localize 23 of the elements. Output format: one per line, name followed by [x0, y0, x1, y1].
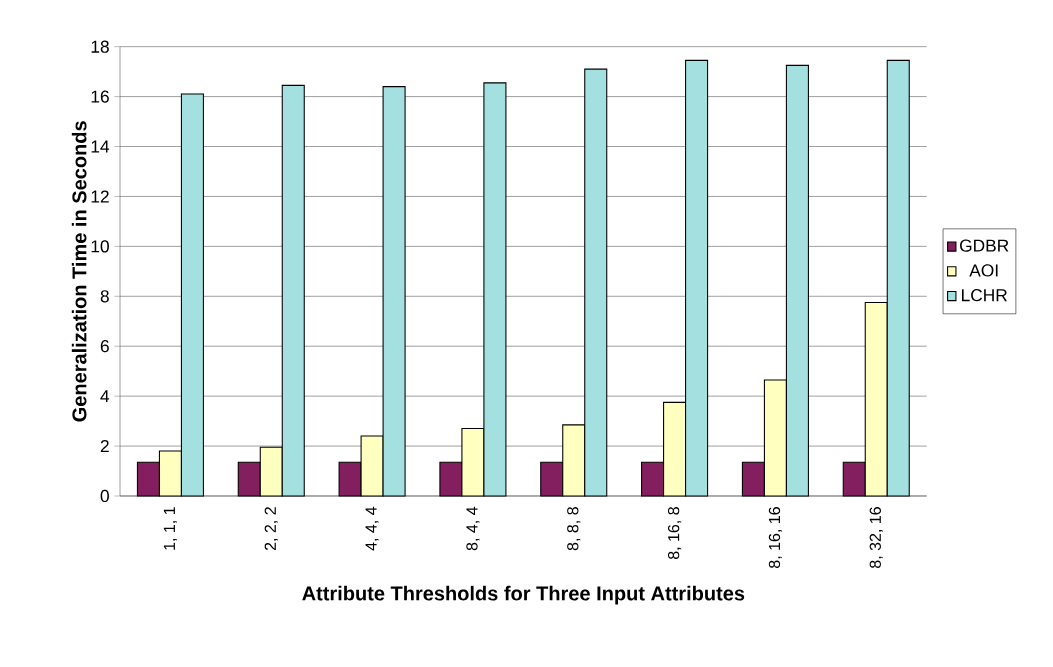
y-tick-label: 2 [100, 440, 109, 453]
y-tick-label: 12 [91, 190, 109, 203]
x-tick-label: 8, 16, 16 [768, 507, 783, 568]
x-tick-label: 1, 1, 1 [163, 507, 177, 550]
y-tick-label: 4 [100, 390, 110, 403]
x-tick-label: 8, 4, 4 [466, 506, 480, 551]
y-tick-label: 16 [91, 90, 109, 103]
legend-label: LCHR [962, 289, 1007, 302]
y-tick-label: 8 [100, 290, 109, 303]
y-tick-label: 0 [100, 489, 109, 503]
legend-label: AOI [969, 264, 998, 277]
y-axis-title: Generalization Time in Seconds [71, 121, 87, 422]
x-tick-label: 2, 2, 2 [264, 507, 278, 551]
x-axis-title: Attribute Thresholds for Three Input Attributes [302, 585, 745, 605]
x-tick-label: 8, 16, 8 [667, 507, 682, 560]
y-tick-label: 10 [91, 240, 109, 253]
y-tick-label: 6 [100, 340, 109, 353]
y-tick-label: 18 [91, 40, 109, 53]
x-tick-label: 8, 32, 16 [869, 507, 883, 568]
legend-label: GDBR [960, 239, 1009, 252]
y-tick-label: 14 [91, 140, 110, 153]
x-tick-label: 8, 8, 8 [567, 507, 581, 551]
x-tick-label: 4, 4, 4 [365, 506, 379, 551]
